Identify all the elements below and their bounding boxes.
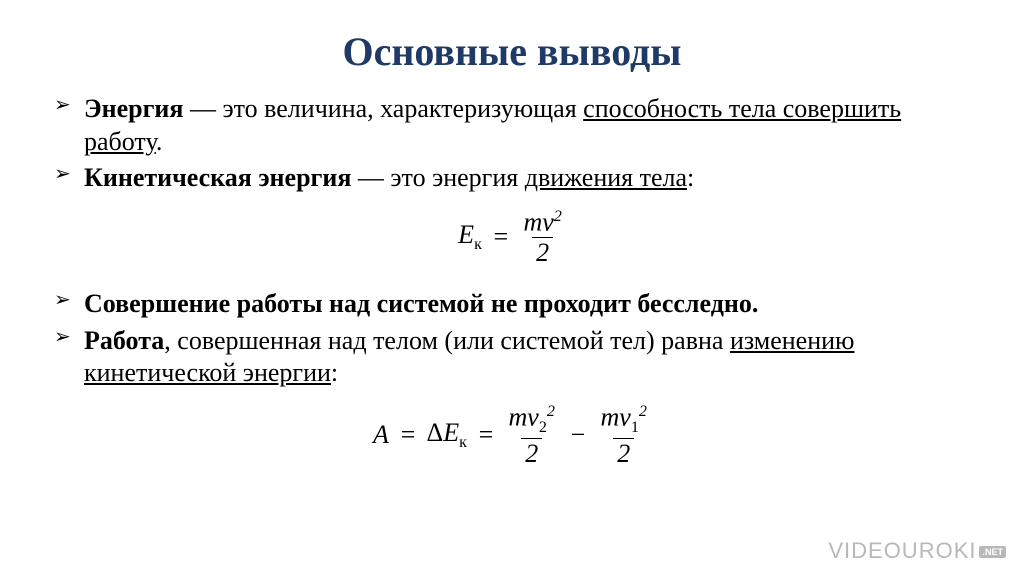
equals-sign: = xyxy=(477,420,495,450)
list-item: Энергия — это величина, характеризующая … xyxy=(50,93,974,158)
bullet-text: : xyxy=(687,163,694,192)
bullet-bold: Работа xyxy=(84,326,164,355)
list-item: Кинетическая энергия — это энергия движе… xyxy=(50,162,974,195)
bullet-list: Совершение работы над системой не проход… xyxy=(50,288,974,390)
bullet-list: Энергия — это величина, характеризующая … xyxy=(50,93,974,195)
formula-work-energy: A = ΔEк = mv22 2 − mv12 2 xyxy=(50,404,974,467)
formula-kinetic-energy: Eк = mv2 2 xyxy=(50,209,974,267)
bullet-text: . xyxy=(156,127,163,156)
list-item: Работа, совершенная над телом (или систе… xyxy=(50,325,974,390)
fraction: mv12 2 xyxy=(596,404,650,467)
minus-sign: − xyxy=(569,420,587,450)
bullet-bold: Кинетическая энергия xyxy=(84,163,351,192)
watermark: VIDEOUROKI.NET xyxy=(828,538,1006,564)
formula-lhs: Eк xyxy=(458,220,482,254)
bullet-text: — это энергия xyxy=(351,163,524,192)
fraction: mv2 2 xyxy=(519,209,565,267)
watermark-brand: VIDEOUROKI xyxy=(828,538,976,563)
bullet-text: , совершенная над телом (или системой те… xyxy=(164,326,730,355)
formula-deltaE: ΔEк xyxy=(426,418,466,452)
formula-A: A xyxy=(373,420,389,450)
equals-sign: = xyxy=(399,420,417,450)
equals-sign: = xyxy=(492,222,510,252)
list-item: Совершение работы над системой не проход… xyxy=(50,288,974,321)
bullet-bold: Энергия xyxy=(84,94,183,123)
bullet-underline: движения тела xyxy=(525,163,687,192)
page-title: Основные выводы xyxy=(50,28,974,75)
watermark-suffix: .NET xyxy=(979,546,1006,558)
fraction: mv22 2 xyxy=(504,404,558,467)
bullet-text: : xyxy=(331,358,338,387)
bullet-text: — это величина, характеризующая xyxy=(183,94,583,123)
bullet-bold: Совершение работы над системой не проход… xyxy=(84,289,758,318)
